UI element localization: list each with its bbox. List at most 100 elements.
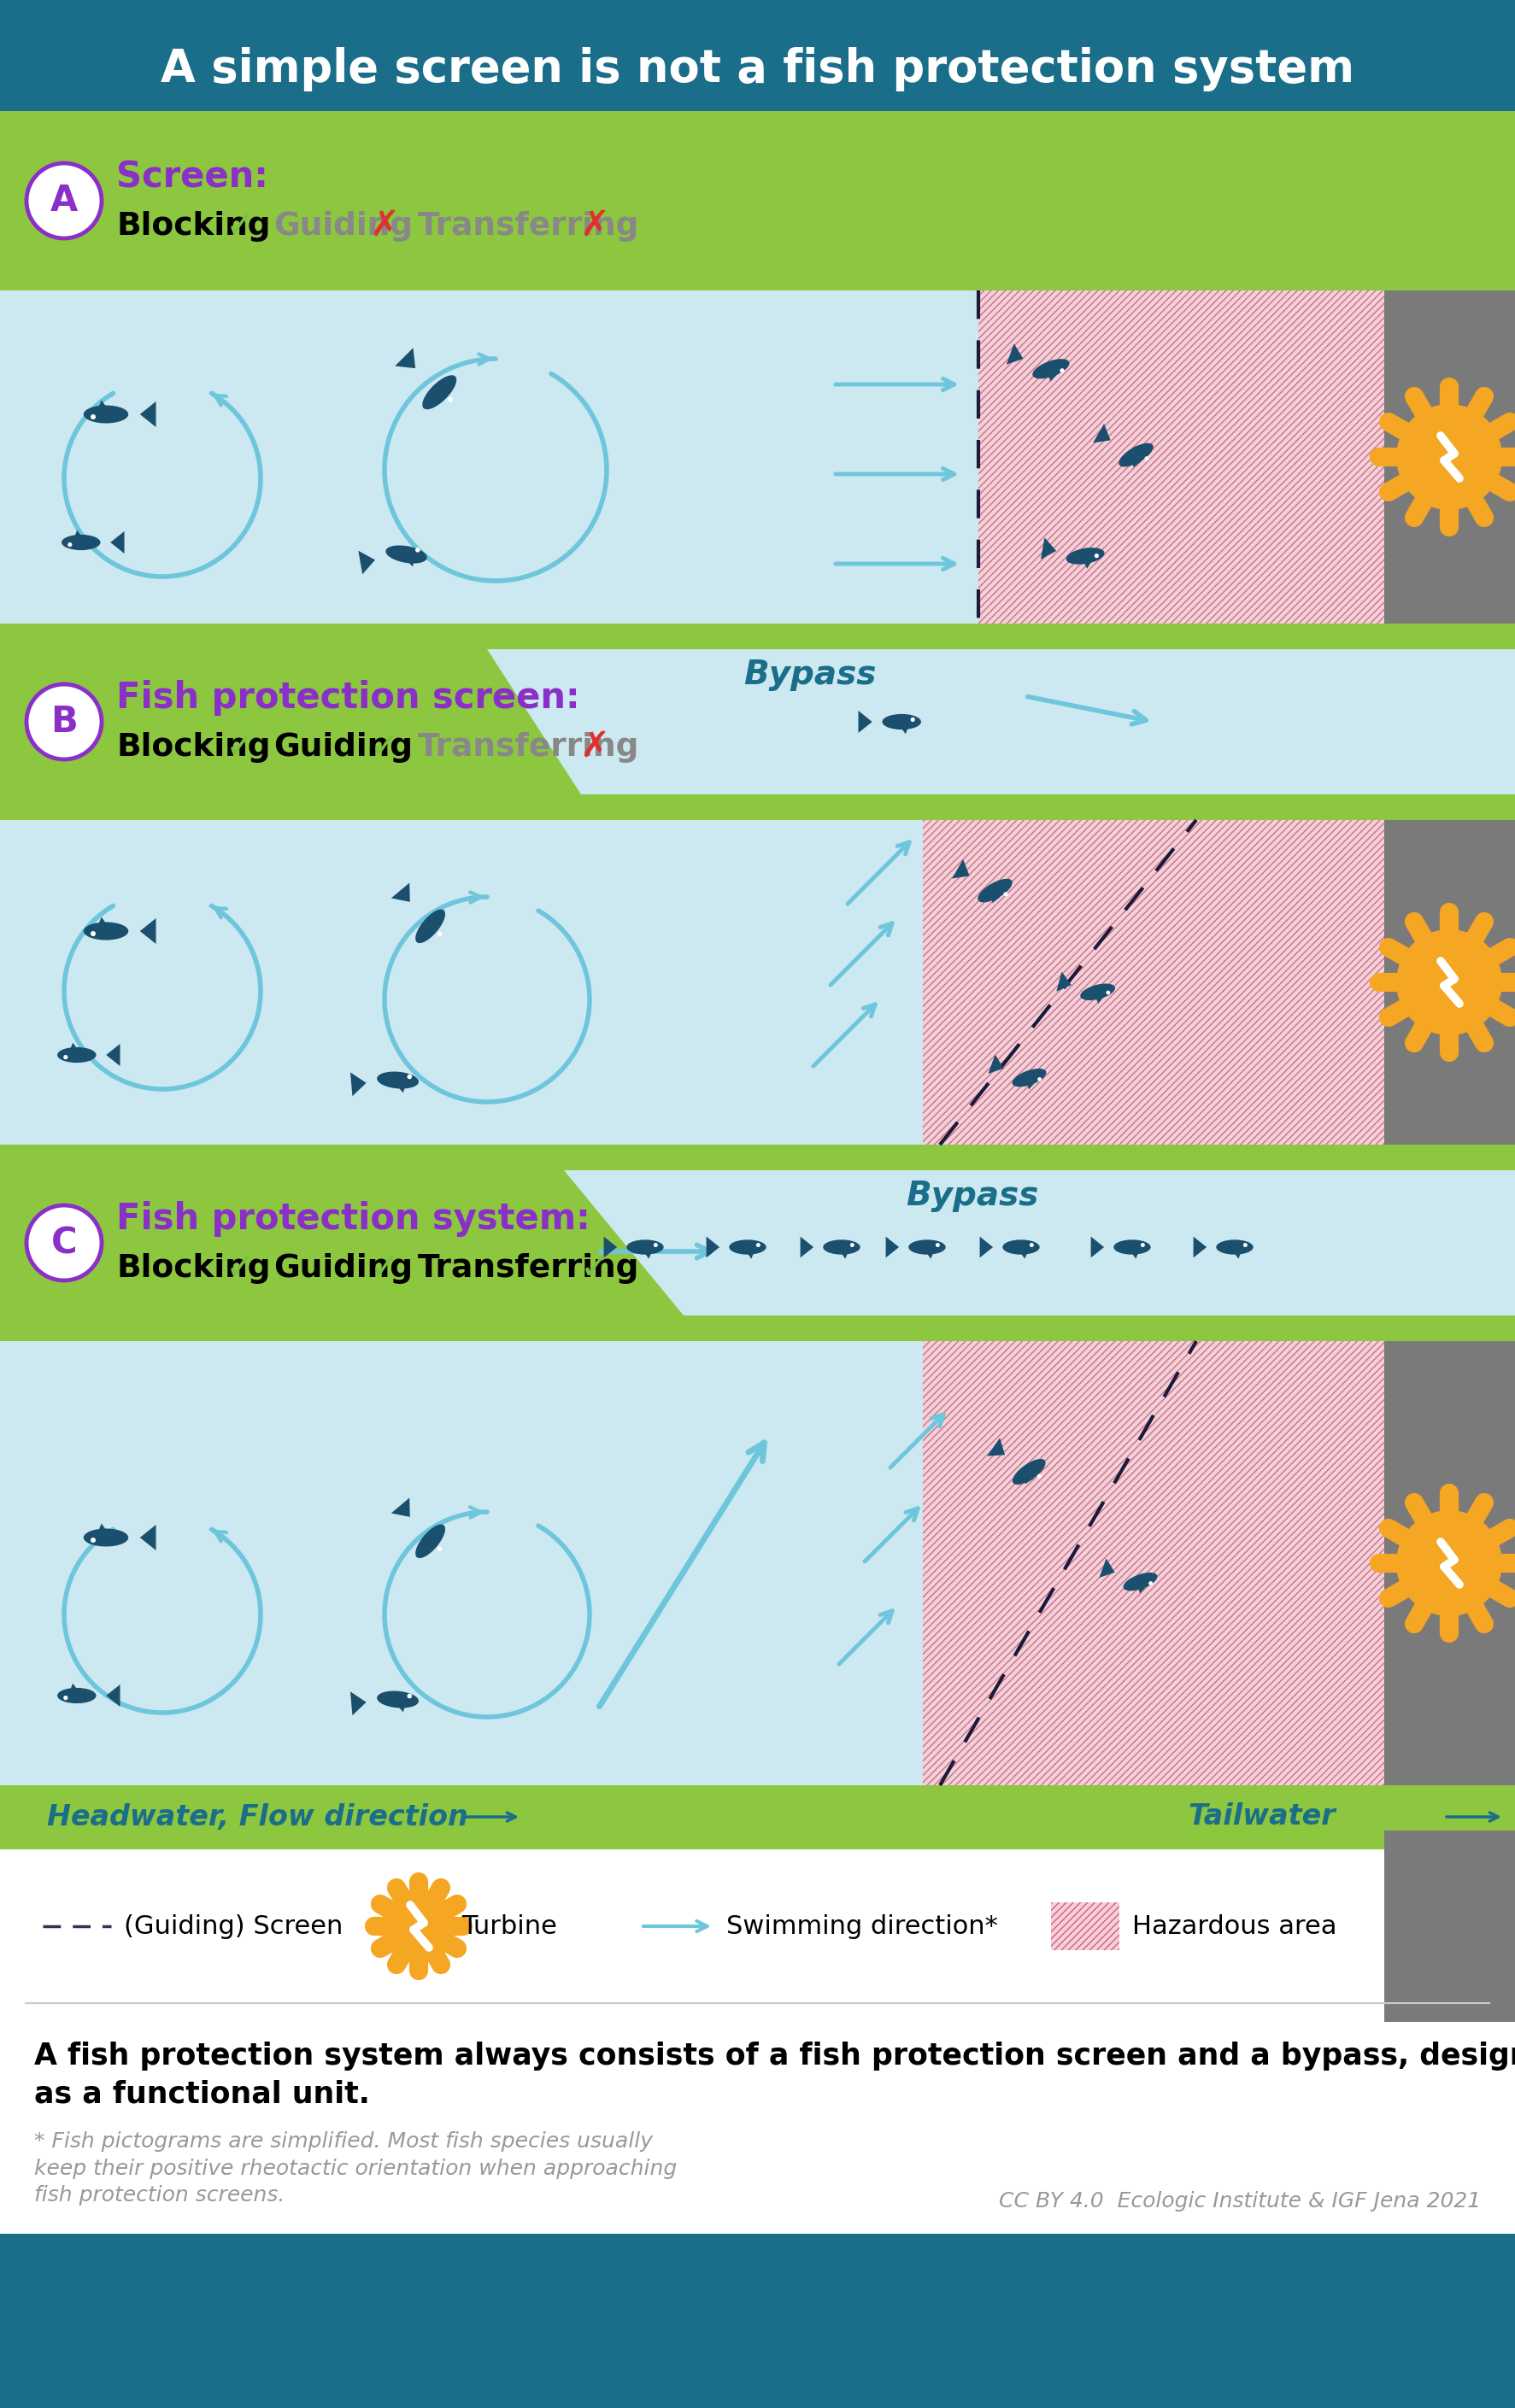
Bar [0,2003,1515,2235]
Text: ✓: ✓ [226,209,256,243]
Polygon shape [1083,561,1092,568]
Bar [923,1341,1385,1784]
Polygon shape [139,402,156,426]
Polygon shape [839,1250,848,1259]
Circle shape [1038,1076,1042,1081]
Text: Tailwater: Tailwater [1188,1804,1335,1830]
Polygon shape [1100,1558,1115,1577]
Circle shape [91,1539,95,1544]
Polygon shape [1194,1238,1206,1257]
Bar [979,291,1385,624]
Text: ✓: ✓ [370,1250,400,1286]
Circle shape [26,164,102,238]
Text: Guiding: Guiding [273,212,412,241]
Text: (Guiding) Screen: (Guiding) Screen [124,1914,342,1938]
Bar [0,1784,1515,1849]
Text: Headwater, Flow direction: Headwater, Flow direction [47,1804,468,1830]
Circle shape [653,1243,658,1247]
Circle shape [68,542,73,547]
Text: ✓: ✓ [580,1250,609,1286]
Text: Fish protection screen:: Fish protection screen: [117,679,580,715]
Polygon shape [900,725,909,734]
Ellipse shape [386,544,427,563]
Circle shape [408,1693,412,1698]
Circle shape [1038,1474,1042,1479]
Circle shape [1244,1243,1247,1247]
Polygon shape [859,710,873,732]
Text: Guiding: Guiding [273,1252,412,1283]
Bar [0,821,1515,1144]
Polygon shape [397,1084,406,1093]
Text: CC BY 4.0  Ecologic Institute & IGF Jena 2021: CC BY 4.0 Ecologic Institute & IGF Jena … [998,2191,1480,2211]
Polygon shape [1095,995,1104,1004]
Ellipse shape [882,715,921,730]
Bar [1385,1442,1515,1686]
Text: B: B [50,703,77,739]
Ellipse shape [823,1240,861,1255]
Bar [1385,862,1515,1103]
Bar [0,624,1515,821]
Polygon shape [991,893,1000,903]
Polygon shape [604,1238,617,1257]
Polygon shape [433,395,444,405]
Polygon shape [1020,1250,1029,1259]
Ellipse shape [1003,1240,1039,1255]
Text: ✗: ✗ [580,730,609,766]
Text: Transferring: Transferring [418,1252,639,1283]
Text: Transferring: Transferring [418,732,639,763]
Polygon shape [423,927,433,937]
Circle shape [1144,458,1148,460]
Polygon shape [395,347,415,368]
Ellipse shape [729,1240,767,1255]
Circle shape [91,932,95,937]
Polygon shape [391,1498,411,1517]
Text: Blocking: Blocking [117,212,271,241]
Text: ✓: ✓ [226,1250,256,1286]
Ellipse shape [83,922,129,939]
Bar [0,1341,1515,1784]
Polygon shape [564,1170,1515,1315]
Polygon shape [1132,458,1141,467]
Bar [1385,1830,1515,2023]
Polygon shape [1091,1238,1104,1257]
Ellipse shape [1114,1240,1151,1255]
Polygon shape [139,917,156,944]
Polygon shape [1138,1584,1147,1594]
Ellipse shape [415,1524,445,1558]
Polygon shape [1026,1474,1033,1483]
Circle shape [415,547,420,551]
Circle shape [850,1243,854,1247]
Circle shape [756,1243,761,1247]
Circle shape [1141,1243,1145,1247]
Polygon shape [745,1250,754,1259]
Ellipse shape [58,1688,95,1702]
Polygon shape [350,1072,367,1096]
Circle shape [911,718,915,722]
Polygon shape [406,556,415,566]
Ellipse shape [62,535,100,549]
Text: Bypass: Bypass [744,660,876,691]
Polygon shape [1041,537,1056,559]
Circle shape [391,1900,445,1953]
Bar [923,821,1385,1144]
Bar [1385,821,1515,1144]
Polygon shape [644,1250,653,1259]
Ellipse shape [977,879,1012,903]
Ellipse shape [83,405,129,424]
Circle shape [1003,891,1007,896]
Ellipse shape [377,1690,418,1707]
Ellipse shape [415,910,445,944]
Ellipse shape [58,1047,95,1062]
Circle shape [1106,990,1110,995]
Ellipse shape [83,1529,129,1546]
Circle shape [448,397,453,402]
Bar [0,0,1515,111]
Circle shape [936,1243,939,1247]
Bar [1051,1902,1120,1950]
Polygon shape [397,1702,406,1712]
Ellipse shape [1067,547,1104,563]
Polygon shape [988,1438,1004,1457]
Polygon shape [106,1043,120,1067]
Circle shape [1060,368,1065,373]
Circle shape [1030,1243,1033,1247]
